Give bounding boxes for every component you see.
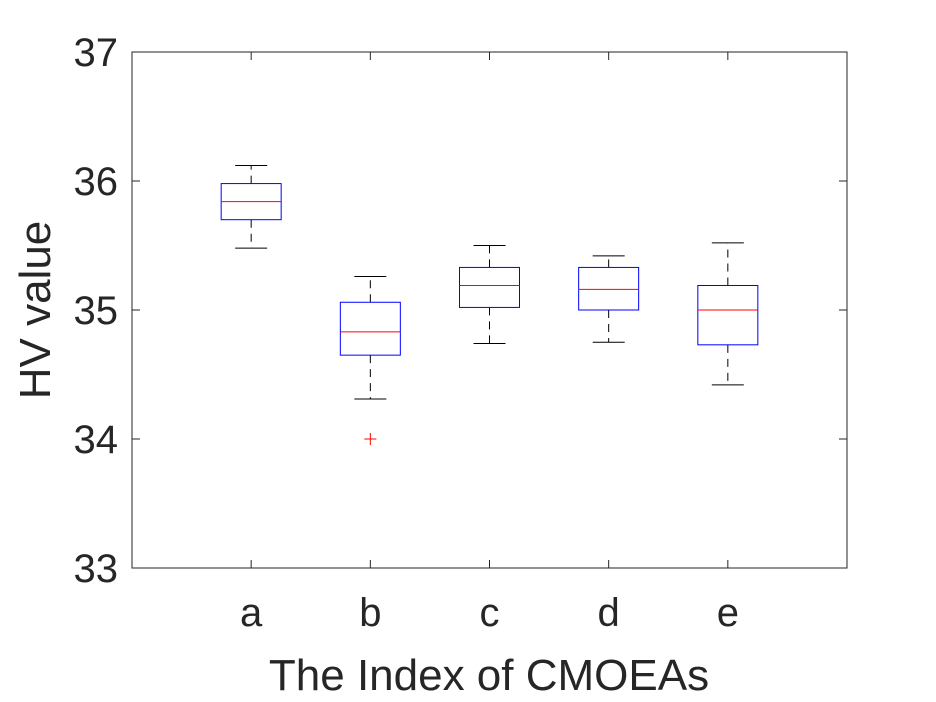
box-d <box>578 255 640 343</box>
y-axis-title: HV value <box>11 221 60 400</box>
y-tick-label: 33 <box>74 547 119 591</box>
x-tick-label-d: d <box>598 591 620 635</box>
box-b <box>339 275 401 445</box>
boxes-group <box>220 165 759 445</box>
box-c <box>459 245 520 345</box>
y-tick-label: 36 <box>74 160 119 204</box>
box-e <box>697 242 759 386</box>
outlier-marker <box>364 433 377 445</box>
iqr-box <box>339 301 401 356</box>
y-tick-label: 34 <box>74 418 119 462</box>
iqr-box <box>459 266 520 308</box>
x-tick-label-a: a <box>240 591 263 635</box>
x-tick-label-b: b <box>359 591 381 635</box>
iqr-box <box>697 284 759 346</box>
iqr-box <box>578 266 640 311</box>
y-axis: 33 34 35 36 37 <box>74 31 847 591</box>
x-axis: a b c d e <box>240 52 739 635</box>
y-tick-label: 35 <box>74 289 119 333</box>
y-tick-label: 37 <box>74 31 119 75</box>
box-a <box>220 165 282 249</box>
x-tick-label-e: e <box>717 591 739 635</box>
x-axis-title: The Index of CMOEAs <box>269 651 709 700</box>
x-tick-label-c: c <box>480 591 500 635</box>
